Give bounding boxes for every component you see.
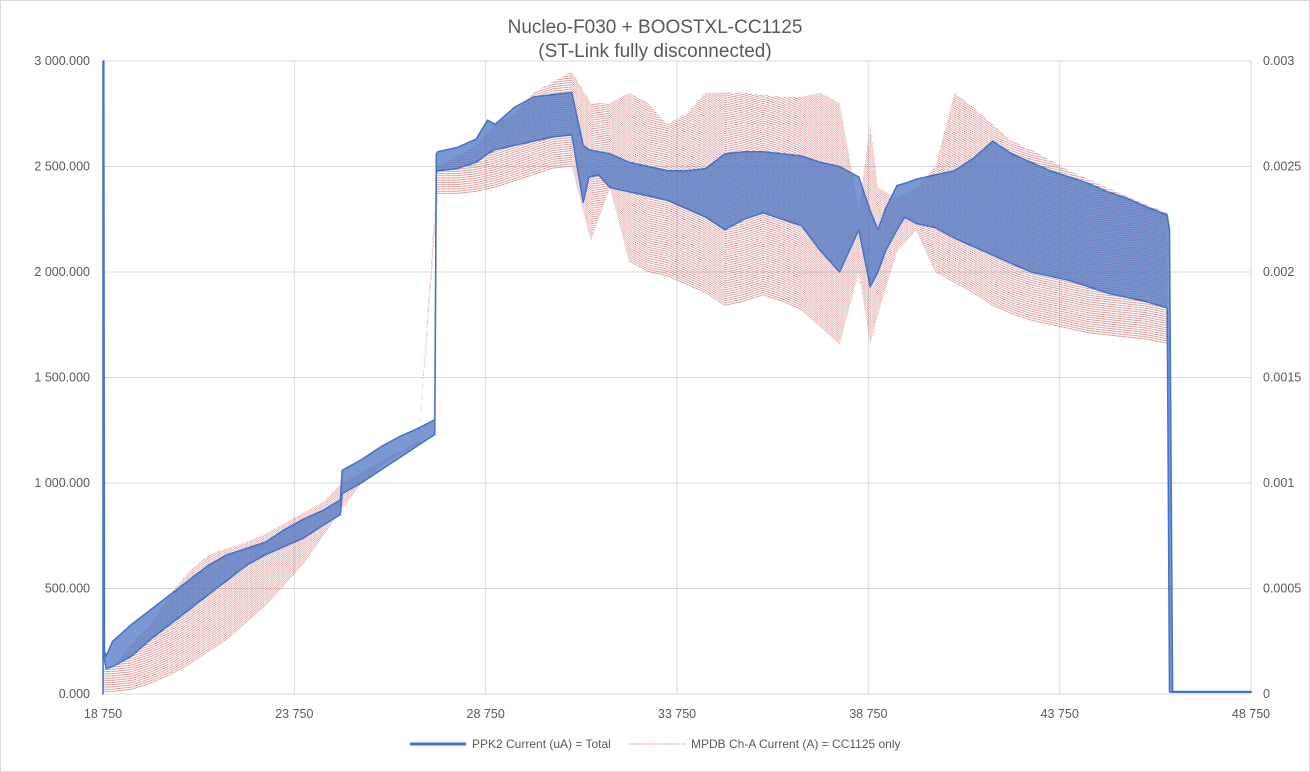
x-tick-label: 33 750	[658, 707, 696, 721]
x-tick-label: 43 750	[1041, 707, 1079, 721]
y2-tick-label: 0.0025	[1263, 160, 1301, 174]
x-tick-label: 23 750	[275, 707, 313, 721]
series-band	[102, 60, 1252, 695]
y-tick-label: 2 000.000	[34, 265, 90, 279]
x-tick-label: 18 750	[84, 707, 122, 721]
x-tick-label: 48 750	[1232, 707, 1270, 721]
x-tick-label: 38 750	[849, 707, 887, 721]
y2-tick-label: 0.001	[1263, 476, 1294, 490]
series-layer	[102, 60, 1252, 695]
chart-subtitle: (ST-Link fully disconnected)	[538, 41, 772, 62]
chart-title: Nucleo-F030 + BOOSTXL-CC1125	[507, 17, 803, 38]
series-ppk2	[102, 60, 1252, 695]
legend: PPK2 Current (uA) = Total MPDB Ch-A Curr…	[410, 737, 901, 751]
y-tick-label: 0.000	[59, 687, 90, 701]
y-tick-label: 500.000	[45, 582, 90, 596]
y-tick-label: 1 500.000	[34, 371, 90, 385]
y2-tick-label: 0	[1263, 687, 1270, 701]
chart-title-block: Nucleo-F030 + BOOSTXL-CC1125 (ST-Link fu…	[0, 16, 1310, 64]
legend-label-ppk2: PPK2 Current (uA) = Total	[472, 737, 611, 751]
legend-label-mpdb: MPDB Ch-A Current (A) = CC1125 only	[691, 737, 901, 751]
y2-tick-label: 0.0015	[1263, 371, 1301, 385]
gridlines	[102, 60, 1252, 695]
y2-tick-label: 0.003	[1263, 54, 1294, 68]
y2-tick-label: 0.0005	[1263, 582, 1301, 596]
x-tick-label: 28 750	[467, 707, 505, 721]
axes: 18 750 23 750 28 750 33 750 38 750 43 750 48 7…	[34, 54, 1301, 721]
y2-tick-label: 0.002	[1263, 265, 1294, 279]
y-tick-label: 3 000.000	[34, 54, 90, 68]
y-tick-label: 1 000.000	[34, 476, 90, 490]
y-tick-label: 2 500.000	[34, 160, 90, 174]
